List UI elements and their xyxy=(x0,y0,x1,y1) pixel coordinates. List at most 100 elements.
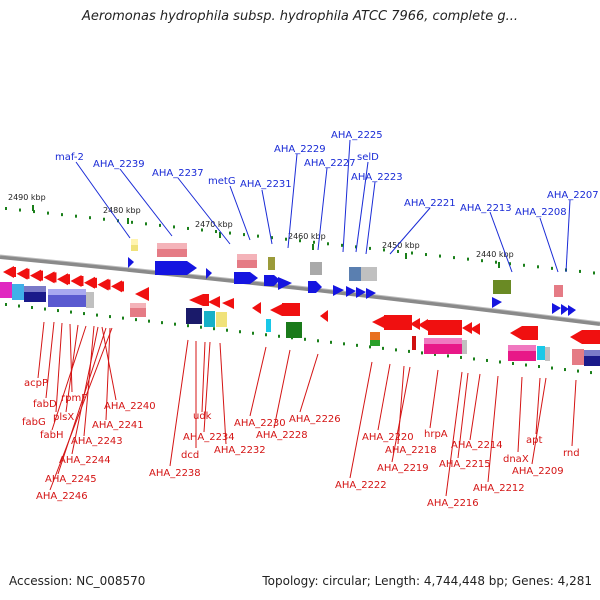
gene-block xyxy=(12,284,24,300)
gene-arrow xyxy=(66,274,70,285)
gene-arrow xyxy=(320,310,328,322)
tick-dot xyxy=(313,240,315,244)
gene-label: AHA_2214 xyxy=(451,440,503,451)
gene-arrow xyxy=(274,275,280,286)
gene-arrow xyxy=(470,323,480,335)
leader-line xyxy=(101,326,117,401)
tick-mark xyxy=(127,218,129,224)
gene-label: AHA_2212 xyxy=(473,483,525,494)
tick-dot xyxy=(47,211,49,215)
gene-label: AHA_2213 xyxy=(460,203,512,214)
gene-block xyxy=(310,262,322,275)
leader-line xyxy=(177,177,231,245)
leader-line xyxy=(531,377,547,465)
tick-dot xyxy=(425,253,427,257)
tick-dot xyxy=(590,371,592,375)
tick-label: 2480 kbp xyxy=(103,206,141,215)
gene-block xyxy=(216,312,227,327)
gene-label: AHA_2232 xyxy=(214,445,266,456)
leader-lines xyxy=(37,139,577,497)
gene-block xyxy=(584,350,600,356)
gene-arrow xyxy=(30,269,41,282)
gene-block xyxy=(286,322,302,338)
tick-dot xyxy=(434,352,436,356)
gene-label: fabD xyxy=(33,399,57,410)
tick-dot xyxy=(327,242,329,246)
gene-arrow xyxy=(222,298,234,309)
tick-dot xyxy=(159,223,161,227)
tick-dot xyxy=(187,226,189,230)
tick-dot xyxy=(243,233,245,237)
tick-mark xyxy=(312,244,314,250)
tick-dot xyxy=(229,231,231,235)
tick-dot xyxy=(109,315,111,319)
gene-arrow xyxy=(84,276,95,289)
gene-arrow xyxy=(278,277,292,290)
gene-arrow xyxy=(203,294,209,306)
tick-label: 2440 kbp xyxy=(476,250,514,259)
gene-arrow xyxy=(552,303,561,314)
gene-block xyxy=(361,267,377,281)
top-gene-labels: maf-2 AHA_2239 AHA_2237 metG AHA_2231 AH… xyxy=(55,130,599,218)
leader-line xyxy=(535,377,541,435)
tick-dot xyxy=(473,357,475,361)
gene-block xyxy=(130,303,146,308)
gene-label: AHA_2207 xyxy=(547,190,599,201)
tick-dot xyxy=(395,348,397,352)
gene-block xyxy=(572,349,584,365)
gene-arrow xyxy=(250,272,258,284)
leader-line xyxy=(429,369,439,429)
leader-line xyxy=(37,321,45,379)
tick-label: 2460 kbp xyxy=(288,232,326,241)
tick-dot xyxy=(299,239,301,243)
leader-line xyxy=(105,327,111,421)
gene-label: selD xyxy=(357,152,379,163)
leader-line xyxy=(273,349,291,429)
tick-dot xyxy=(579,269,581,273)
leader-line xyxy=(565,199,571,273)
gene-arrow xyxy=(57,273,68,286)
leader-line xyxy=(201,341,206,413)
tick-dot xyxy=(304,337,306,341)
leader-line xyxy=(365,181,376,255)
tick-dot xyxy=(174,322,176,326)
gene-label: AHA_2240 xyxy=(104,401,156,412)
leader-line xyxy=(75,161,131,239)
gene-label: AHA_2209 xyxy=(512,466,564,477)
tick-dot xyxy=(551,366,553,370)
tick-dot xyxy=(278,334,280,338)
gene-label: AHA_2243 xyxy=(71,436,123,447)
tick-dot xyxy=(356,343,358,347)
gene-label: AHA_2244 xyxy=(59,455,111,466)
tick-dot xyxy=(89,216,91,220)
leader-line xyxy=(299,353,319,413)
gene-arrow xyxy=(462,322,472,334)
gene-label: AHA_2238 xyxy=(149,468,201,479)
tick-dot xyxy=(369,246,371,250)
tick-dot xyxy=(33,210,35,214)
tick-dot xyxy=(173,225,175,229)
gene-arrow xyxy=(155,261,187,275)
gene-block xyxy=(131,239,138,245)
leader-line xyxy=(489,211,513,273)
gene-arrow xyxy=(492,297,502,308)
tick-dot xyxy=(122,316,124,320)
gene-arrow xyxy=(264,275,274,286)
tick-dot xyxy=(512,361,514,365)
tick-dot xyxy=(75,214,77,218)
tick-dot xyxy=(538,365,540,369)
gene-arrow xyxy=(282,303,300,316)
tick-label: 2450 kbp xyxy=(382,241,420,250)
gene-arrow xyxy=(135,287,149,301)
tick-dot xyxy=(525,363,527,367)
genome-backbone xyxy=(0,255,600,326)
gene-arrow xyxy=(366,288,376,299)
gene-block xyxy=(554,285,563,297)
scale-ticks: 2490 kbp 2480 kbp 2470 kbp 2460 kbp 2450… xyxy=(8,193,514,268)
tick-dot xyxy=(96,313,98,317)
tick-dot xyxy=(161,321,163,325)
gene-block xyxy=(237,254,257,260)
tick-dot xyxy=(486,358,488,362)
gene-block xyxy=(0,282,12,298)
gene-block xyxy=(412,336,416,350)
